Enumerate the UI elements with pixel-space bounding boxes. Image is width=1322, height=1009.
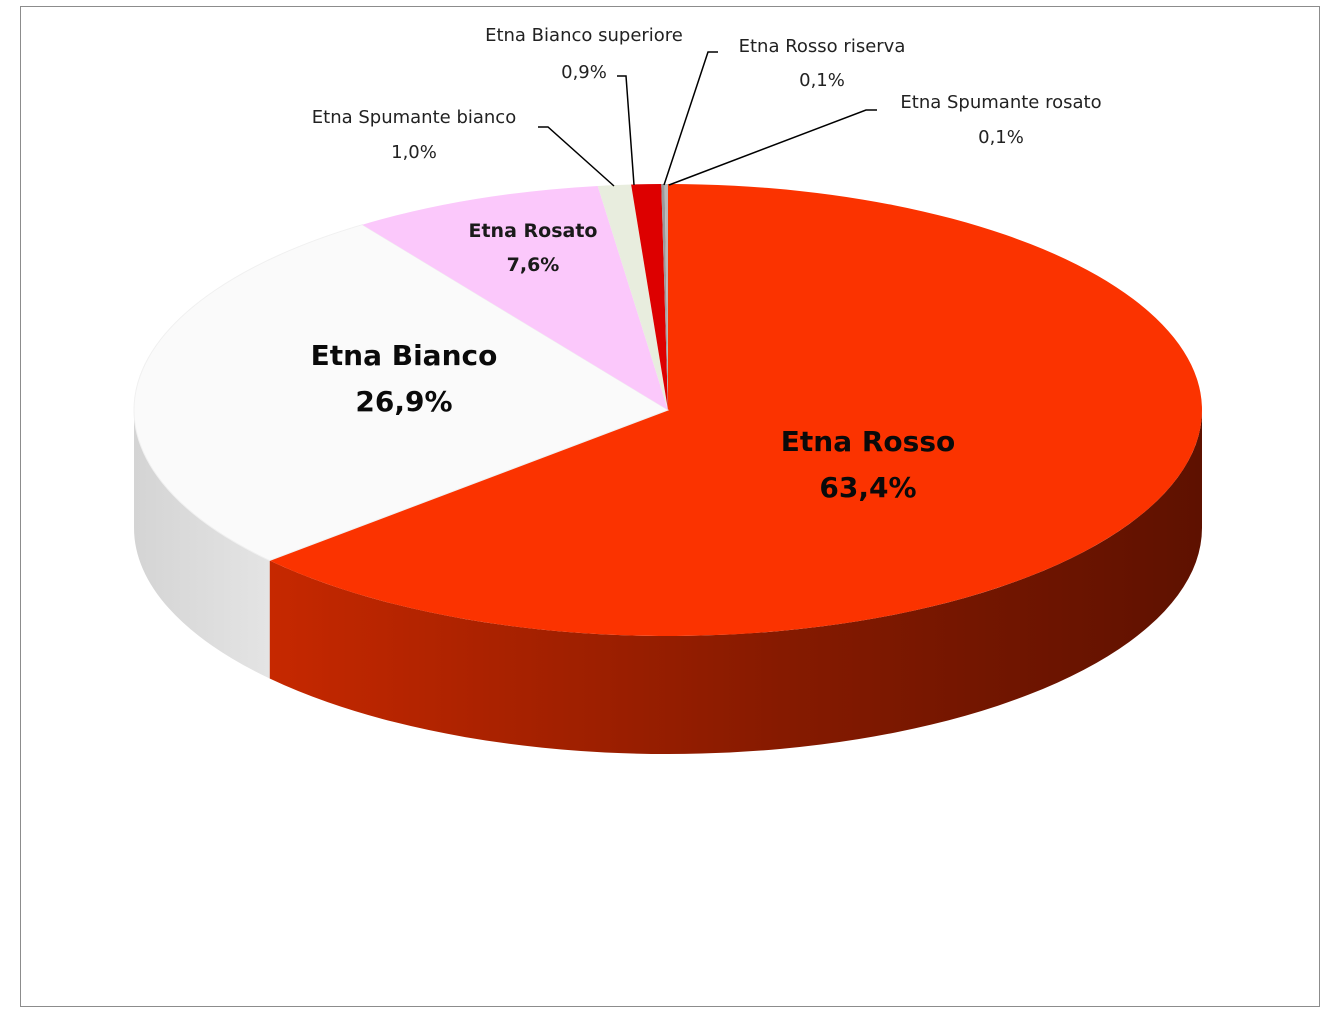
leader-line-etna-spumante-bianco — [538, 126, 615, 187]
label-value-etna-bianco: 26,9% — [355, 385, 452, 418]
label-value-etna-spumante-bianco: 1,0% — [391, 142, 437, 163]
label-value-etna-rosso: 63,4% — [819, 471, 916, 504]
leader-line-etna-spumante-rosato — [668, 109, 877, 186]
slice-etna-bianco-superiore[interactable] — [631, 184, 668, 410]
slice-etna-rosso-riserva[interactable] — [661, 184, 668, 410]
slice-side-etna-rosso — [269, 410, 1202, 754]
slice-etna-rosato[interactable] — [362, 185, 668, 410]
slice-etna-spumante-rosato[interactable] — [664, 184, 668, 410]
label-name-etna-rosso: Etna Rosso — [781, 425, 955, 458]
label-name-etna-bianco: Etna Bianco — [311, 339, 498, 372]
label-name-etna-rosso-riserva: Etna Rosso riserva — [739, 36, 906, 57]
label-value-etna-rosso-riserva: 0,1% — [799, 70, 845, 91]
slice-etna-spumante-bianco[interactable] — [597, 184, 668, 410]
pie-sides — [134, 410, 1202, 754]
pie-tops — [133, 184, 1202, 636]
leader-line-etna-bianco-superiore — [617, 75, 635, 186]
slice-etna-rosso[interactable] — [269, 184, 1202, 636]
slice-etna-bianco[interactable] — [133, 224, 670, 562]
label-value-etna-rosato: 7,6% — [507, 254, 560, 276]
label-value-etna-spumante-rosato: 0,1% — [978, 127, 1024, 148]
leader-line-etna-rosso-riserva — [663, 51, 718, 186]
label-value-etna-bianco-superiore: 0,9% — [561, 62, 607, 83]
label-name-etna-spumante-bianco: Etna Spumante bianco — [312, 107, 516, 128]
label-name-etna-spumante-rosato: Etna Spumante rosato — [900, 92, 1101, 113]
label-name-etna-rosato: Etna Rosato — [469, 220, 598, 242]
slice-side-etna-bianco — [134, 410, 270, 679]
pie-labels: Etna Rosso 63,4% Etna Bianco 26,9% Etna Rosa… — [311, 25, 1102, 504]
pie-leader-lines — [538, 51, 877, 187]
label-name-etna-bianco-superiore: Etna Bianco superiore — [485, 25, 683, 46]
